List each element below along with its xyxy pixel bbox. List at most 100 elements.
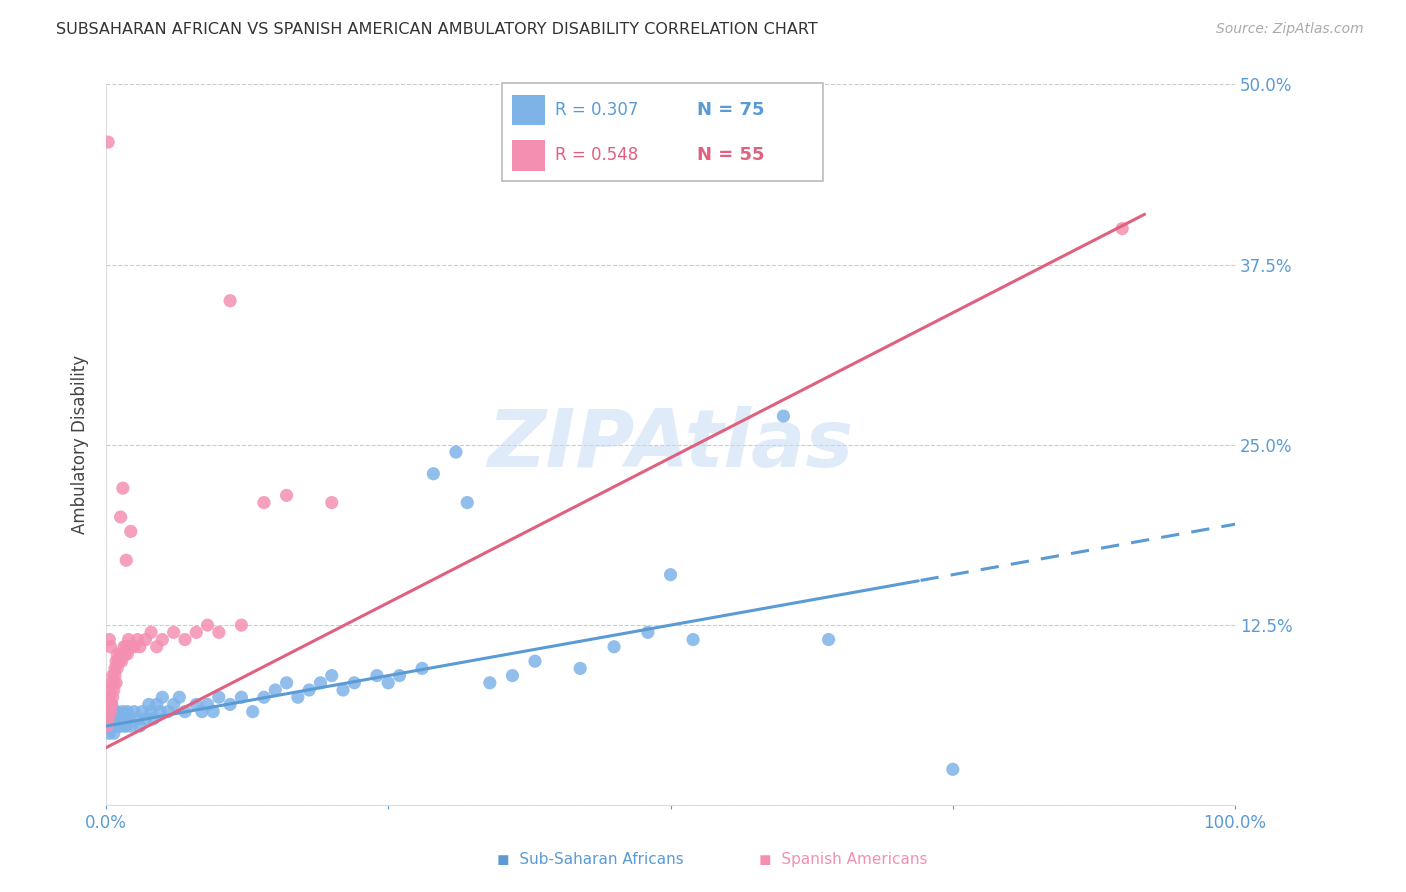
Point (208, 625, 231, 640)
Point (111, 481, 134, 495)
Point (105, 675, 128, 690)
Point (276, 488, 298, 502)
Point (98, 690, 121, 705)
Point (197, 698, 219, 712)
Point (149, 705, 172, 719)
Point (108, 712, 131, 726)
Point (107, 654, 129, 668)
Text: SUBSAHARAN AFRICAN VS SPANISH AMERICAN AMBULATORY DISABILITY CORRELATION CHART: SUBSAHARAN AFRICAN VS SPANISH AMERICAN A… (56, 22, 818, 37)
Point (101, 712, 124, 726)
Text: ZIPAtlas: ZIPAtlas (488, 406, 853, 483)
Point (98, 705, 121, 719)
Point (231, 690, 253, 705)
Point (287, 690, 309, 705)
Point (103, 675, 125, 690)
Point (112, 640, 135, 654)
Point (208, 690, 231, 705)
Point (202, 705, 225, 719)
Point (174, 632, 197, 647)
Point (117, 647, 139, 661)
Point (569, 661, 592, 675)
Point (603, 640, 626, 654)
Point (98, 632, 121, 647)
Point (174, 705, 197, 719)
Point (117, 705, 139, 719)
Point (134, 632, 156, 647)
Text: N = 55: N = 55 (697, 146, 765, 164)
Point (411, 661, 433, 675)
Point (682, 632, 704, 647)
Point (145, 640, 167, 654)
Point (231, 618, 253, 632)
Point (96, 712, 118, 726)
Point (104, 668, 127, 682)
Point (128, 640, 150, 654)
Point (772, 409, 794, 423)
Point (100, 698, 122, 712)
Point (97, 712, 120, 726)
Point (97, 719, 120, 733)
Point (253, 495, 276, 509)
Point (156, 705, 179, 719)
Text: R = 0.548: R = 0.548 (555, 146, 638, 164)
Point (191, 705, 214, 719)
Point (115, 719, 138, 733)
Point (478, 675, 501, 690)
Point (111, 705, 134, 719)
Point (321, 495, 343, 509)
Point (422, 467, 444, 481)
Point (103, 705, 125, 719)
Point (103, 683, 125, 698)
Point (139, 625, 162, 640)
Point (110, 510, 132, 524)
Point (219, 293, 242, 308)
Point (128, 719, 150, 733)
Text: ◼  Sub-Saharan Africans: ◼ Sub-Saharan Africans (498, 852, 683, 867)
Point (97, 135, 120, 149)
Point (97, 705, 120, 719)
Point (110, 719, 132, 733)
Point (145, 698, 167, 712)
Point (150, 690, 173, 705)
Point (163, 625, 186, 640)
Point (117, 632, 139, 647)
Point (120, 719, 142, 733)
Point (388, 668, 411, 682)
Point (100, 683, 122, 698)
Point (110, 647, 132, 661)
Point (105, 647, 128, 661)
Point (1111, 221, 1133, 235)
Point (309, 675, 332, 690)
Point (127, 712, 149, 726)
Point (98, 698, 121, 712)
Point (524, 654, 547, 668)
Point (637, 625, 659, 640)
Point (111, 654, 134, 668)
Point (501, 668, 523, 682)
Point (377, 675, 399, 690)
Point (115, 640, 138, 654)
Point (197, 618, 219, 632)
Point (122, 640, 145, 654)
Text: ◼  Spanish Americans: ◼ Spanish Americans (759, 852, 928, 867)
Point (112, 719, 135, 733)
Point (150, 632, 173, 647)
Text: Source: ZipAtlas.com: Source: ZipAtlas.com (1216, 22, 1364, 37)
Point (131, 705, 153, 719)
Point (107, 719, 129, 733)
Point (98, 726, 121, 740)
Point (111, 647, 134, 661)
Text: R = 0.307: R = 0.307 (555, 101, 638, 119)
Point (142, 712, 165, 726)
Point (100, 675, 122, 690)
Point (117, 712, 139, 726)
Text: N = 75: N = 75 (697, 101, 765, 119)
Point (264, 683, 287, 698)
Point (104, 661, 127, 675)
Point (100, 705, 122, 719)
Point (96, 719, 118, 733)
Point (276, 675, 298, 690)
Point (169, 690, 191, 705)
Point (219, 698, 242, 712)
Bar (512, 140, 546, 170)
